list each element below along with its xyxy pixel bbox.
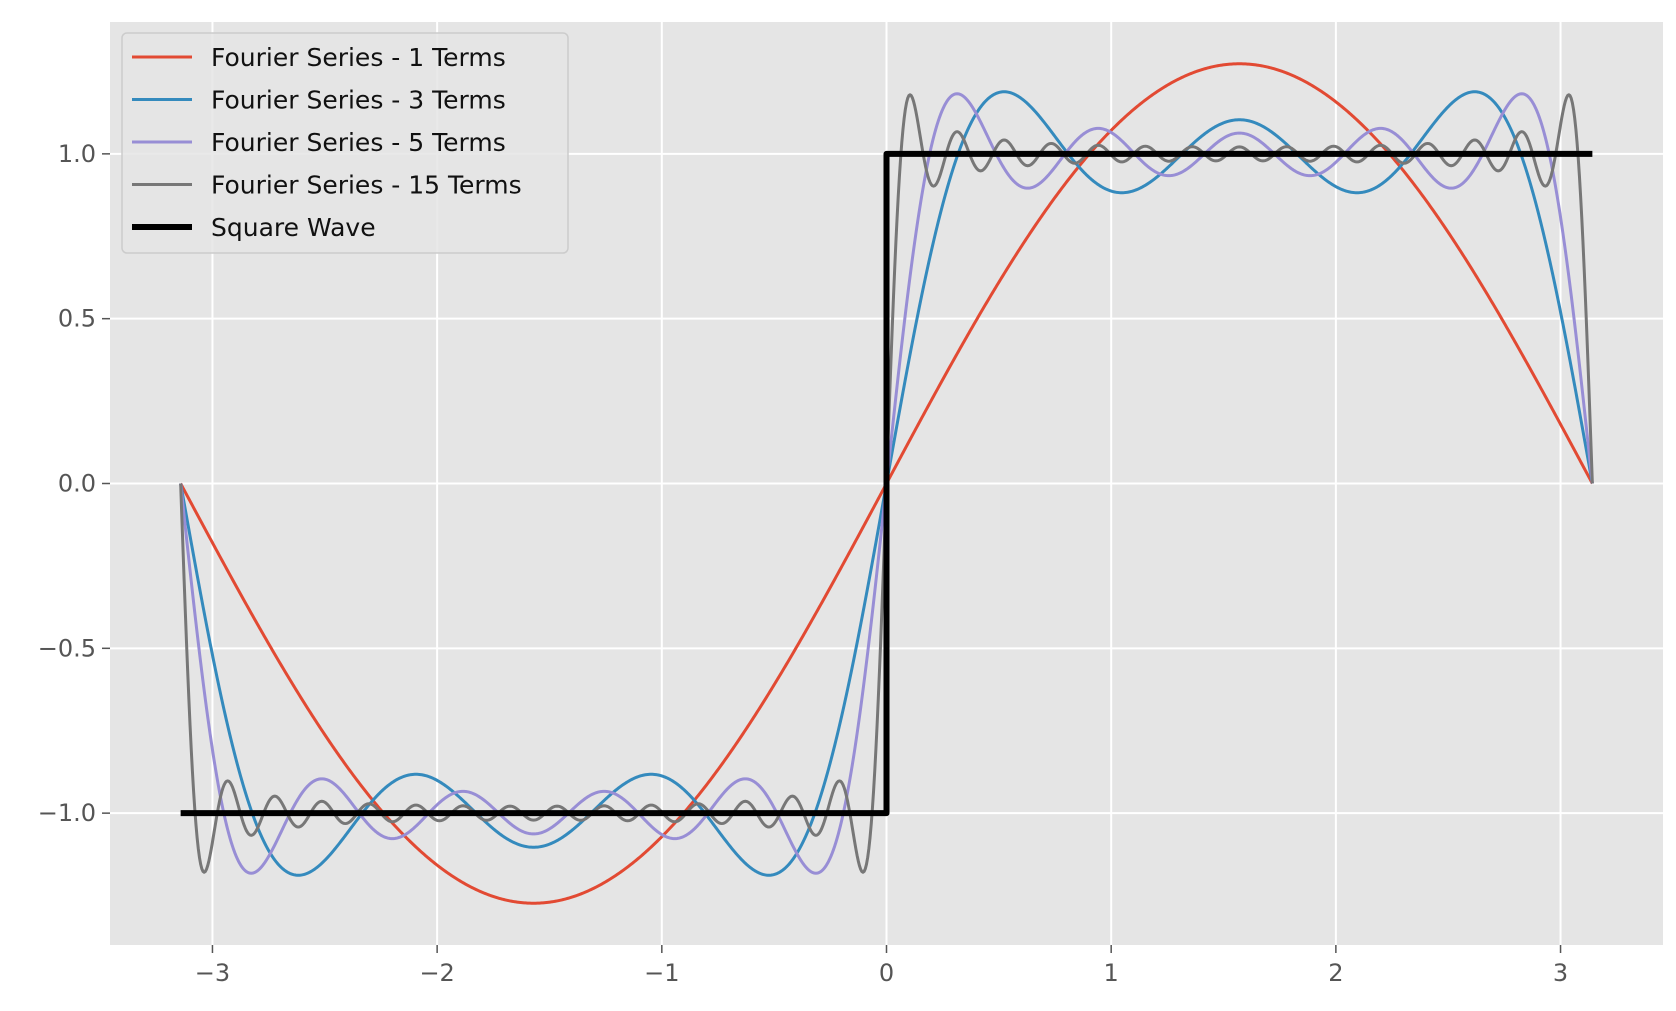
legend-label-fourier-3-terms: Fourier Series - 3 Terms	[211, 86, 506, 115]
legend-label-fourier-15-terms: Fourier Series - 15 Terms	[211, 171, 522, 200]
x-tick-label: 2	[1328, 959, 1343, 987]
series-group	[179, 62, 1594, 905]
legend-label-fourier-5-terms: Fourier Series - 5 Terms	[211, 128, 506, 157]
legend-label-fourier-1-terms: Fourier Series - 1 Terms	[211, 43, 506, 72]
series-line-square-wave	[180, 150, 1593, 817]
legend-box	[121, 32, 569, 254]
x-tick-label: 3	[1553, 959, 1568, 987]
y-tick-label: 0.0	[58, 470, 96, 498]
x-tick-label: −1	[644, 959, 679, 987]
legend-label-square-wave: Square Wave	[211, 213, 376, 242]
x-tick-label: −3	[195, 959, 230, 987]
y-tick-label: 1.0	[58, 140, 96, 168]
x-tick-label: 0	[879, 959, 894, 987]
y-tick-label: −1.0	[38, 799, 96, 827]
legend: Fourier Series - 1 Terms Fourier Series -…	[121, 32, 569, 254]
y-tick-label: −0.5	[38, 634, 96, 662]
x-axis: −3 −2 −1 0 1 2 3	[195, 945, 1568, 987]
x-tick-label: −2	[419, 959, 454, 987]
y-tick-label: 0.5	[58, 305, 96, 333]
y-axis: −1.0 −0.5 0.0 0.5 1.0	[38, 140, 110, 827]
x-tick-label: 1	[1104, 959, 1119, 987]
